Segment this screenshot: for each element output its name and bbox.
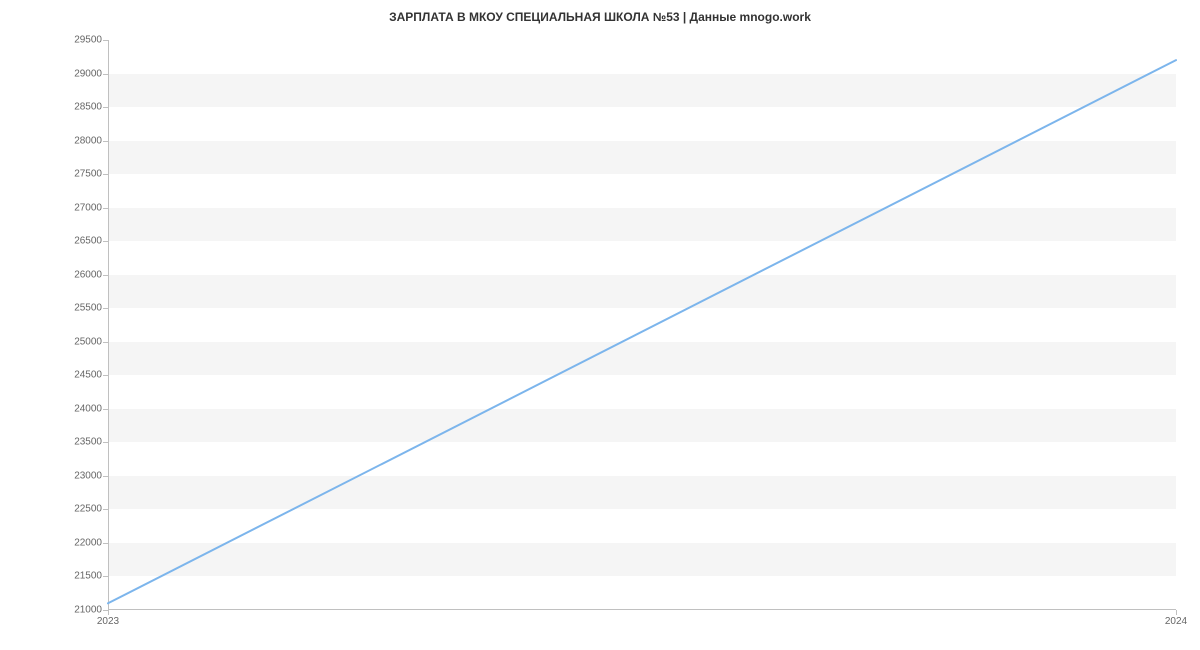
x-tick-mark: [108, 610, 109, 615]
chart-container: ЗАРПЛАТА В МКОУ СПЕЦИАЛЬНАЯ ШКОЛА №53 | …: [0, 0, 1200, 650]
y-tick-mark: [103, 442, 108, 443]
y-tick-mark: [103, 308, 108, 309]
series-line-salary: [108, 60, 1176, 603]
y-tick-mark: [103, 509, 108, 510]
y-tick-mark: [103, 208, 108, 209]
line-layer: [108, 40, 1176, 610]
y-tick-mark: [103, 275, 108, 276]
y-tick-mark: [103, 107, 108, 108]
y-tick-mark: [103, 74, 108, 75]
y-tick-mark: [103, 375, 108, 376]
y-tick-mark: [103, 40, 108, 41]
y-tick-mark: [103, 476, 108, 477]
y-tick-mark: [103, 241, 108, 242]
plot-area: 2100021500220002250023000235002400024500…: [108, 40, 1176, 610]
chart-title: ЗАРПЛАТА В МКОУ СПЕЦИАЛЬНАЯ ШКОЛА №53 | …: [0, 10, 1200, 24]
y-tick-mark: [103, 543, 108, 544]
y-tick-mark: [103, 141, 108, 142]
x-tick-mark: [1176, 610, 1177, 615]
y-tick-mark: [103, 576, 108, 577]
y-tick-mark: [103, 174, 108, 175]
y-tick-mark: [103, 342, 108, 343]
y-tick-mark: [103, 409, 108, 410]
